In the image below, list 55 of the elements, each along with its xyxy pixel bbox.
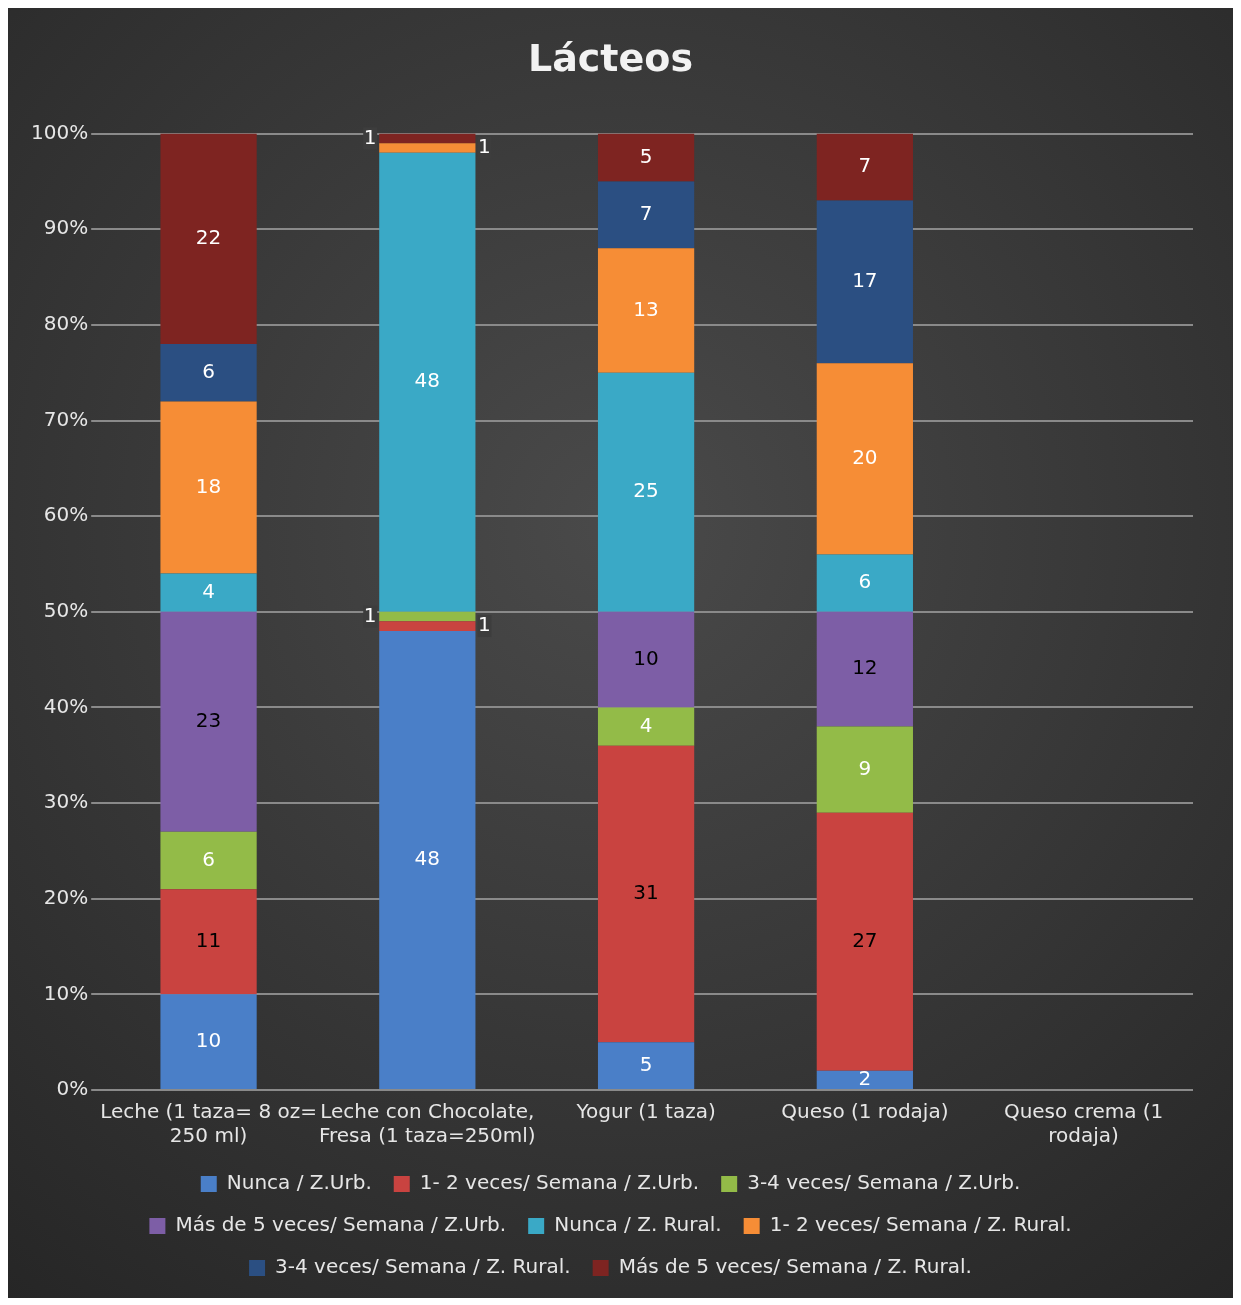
y-tick-label: 90% xyxy=(43,215,89,240)
y-tick-label: 40% xyxy=(43,693,89,718)
data-label: 1 xyxy=(478,612,491,637)
data-label: 27 xyxy=(852,927,878,952)
legend-label: 1- 2 veces/ Semana / Z. Rural. xyxy=(769,1212,1072,1237)
x-tick-label: Leche (1 taza= 8 oz= 250 ml) xyxy=(100,1099,317,1148)
y-tick-label: 20% xyxy=(43,884,89,909)
data-label: 7 xyxy=(858,153,872,178)
data-label: 6 xyxy=(202,846,215,871)
data-label: 31 xyxy=(633,880,659,905)
data-label: 23 xyxy=(195,707,222,732)
legend-label: 3-4 veces/ Semana / Z.Urb. xyxy=(747,1170,1021,1195)
legend-label: Nunca / Z.Urb. xyxy=(226,1170,372,1195)
data-label: 5 xyxy=(639,1051,653,1076)
y-tick-label: 0% xyxy=(56,1076,89,1101)
data-label: 20 xyxy=(852,444,878,469)
y-tick-label: 80% xyxy=(43,311,89,336)
data-label: 9 xyxy=(858,755,872,780)
data-label: 5 xyxy=(639,143,653,168)
data-label: 48 xyxy=(414,368,441,393)
data-label: 11 xyxy=(195,927,222,952)
legend-label: 3-4 veces/ Semana / Z. Rural. xyxy=(275,1254,571,1279)
y-tick-label: 60% xyxy=(43,502,89,527)
data-label: 13 xyxy=(633,296,659,321)
data-label: 25 xyxy=(633,478,659,503)
x-tick-label: Queso crema (1 rodaja) xyxy=(1003,1099,1164,1148)
legend-label: 1- 2 veces/ Semana / Z.Urb. xyxy=(419,1170,700,1195)
legend-label: Nunca / Z. Rural. xyxy=(554,1212,722,1237)
data-label: 22 xyxy=(195,225,222,250)
data-label: 48 xyxy=(414,846,441,871)
data-label: 4 xyxy=(639,712,653,737)
y-tick-label: 10% xyxy=(43,980,89,1005)
data-label: 6 xyxy=(858,569,872,594)
data-label: 4 xyxy=(202,578,215,603)
data-label: 1 xyxy=(478,134,491,159)
legend-label: Más de 5 veces/ Semana / Z.Urb. xyxy=(175,1212,507,1237)
data-label: 1 xyxy=(363,124,377,149)
data-label: 7 xyxy=(639,201,653,226)
data-label: 12 xyxy=(852,655,878,680)
chart-title: Lácteos xyxy=(527,35,694,80)
data-label: 17 xyxy=(852,268,878,293)
data-label: 1 xyxy=(363,602,377,627)
x-tick-label: Yogur (1 taza) xyxy=(575,1099,716,1124)
y-tick-label: 70% xyxy=(43,406,89,431)
data-label: 6 xyxy=(202,358,215,383)
data-label: 10 xyxy=(633,645,659,670)
data-label: 2 xyxy=(858,1066,872,1091)
data-label: 18 xyxy=(195,473,222,498)
data-label: 10 xyxy=(195,1027,222,1052)
y-tick-label: 50% xyxy=(43,598,89,622)
y-tick-label: 100% xyxy=(30,119,89,144)
y-tick-label: 30% xyxy=(43,789,89,814)
x-tick-label: Queso (1 rodaja) xyxy=(781,1099,949,1124)
x-tick-label: Leche con Chocolate, Fresa (1 taza=250ml) xyxy=(318,1099,536,1148)
legend-label: Más de 5 veces/ Semana / Z. Rural. xyxy=(618,1254,972,1279)
